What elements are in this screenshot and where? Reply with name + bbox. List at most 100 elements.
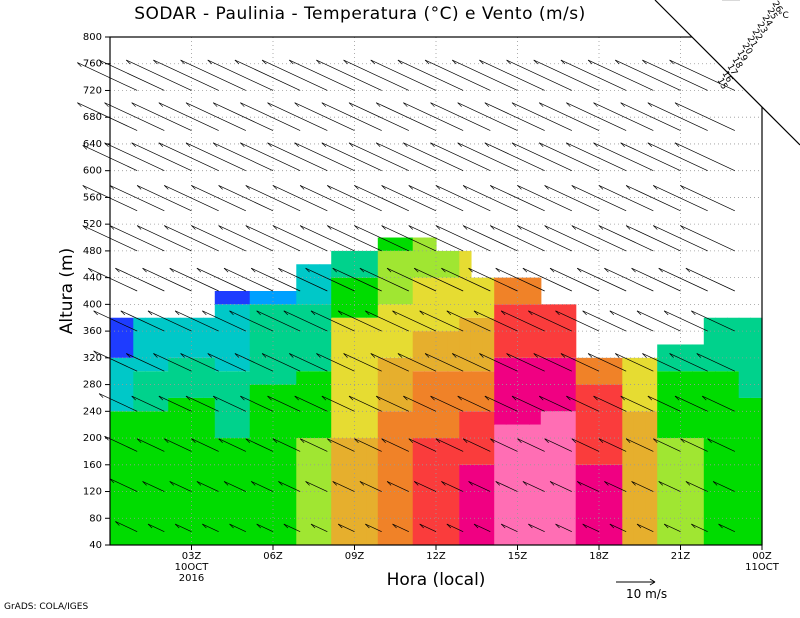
wind-vector	[408, 225, 464, 252]
wind-vector-head	[511, 102, 517, 107]
wind-vector	[267, 395, 301, 412]
wind-vector-shaft	[126, 59, 192, 91]
wind-vector	[685, 481, 708, 492]
wind-vector	[435, 438, 464, 452]
temperature-cell	[389, 357, 402, 412]
wind-vector-shaft	[419, 523, 437, 532]
wind-vector-head	[674, 142, 680, 148]
wind-vector-shaft	[310, 310, 355, 332]
wind-vector-shaft	[305, 481, 328, 492]
wind-vector	[158, 395, 192, 412]
wind-vector-shaft	[587, 353, 627, 372]
wind-vector-shaft	[251, 481, 274, 492]
wind-vector	[457, 102, 518, 131]
wind-vector-shaft	[191, 225, 246, 252]
wind-vector-head	[479, 59, 484, 65]
wind-vector-shaft	[647, 395, 681, 412]
wind-vector	[348, 102, 409, 131]
wind-vector-head	[544, 185, 549, 190]
wind-vector	[685, 267, 735, 292]
wind-vector-head	[500, 523, 506, 529]
wind-vector-head	[462, 438, 468, 443]
wind-vector-head	[680, 438, 685, 443]
wind-vector-head	[267, 395, 272, 401]
wind-vector	[446, 310, 491, 332]
colorbar-diagonal	[654, 0, 800, 146]
wind-vector-shaft	[517, 185, 572, 212]
wind-vector-head	[397, 59, 403, 65]
wind-vector-shaft	[392, 523, 409, 532]
wind-vector-head	[136, 225, 142, 230]
wind-vector	[370, 353, 409, 372]
wind-vector-head	[234, 353, 240, 358]
wind-vector	[451, 59, 518, 91]
wind-vector-head	[245, 225, 251, 230]
wind-vector-shaft	[354, 438, 382, 452]
wind-vector-shaft	[669, 353, 708, 372]
wind-vector	[267, 142, 328, 172]
wind-vector-head	[506, 353, 511, 358]
wind-vector-shaft	[555, 310, 600, 332]
wind-vector-head	[587, 353, 593, 358]
temperature-cell	[110, 317, 123, 358]
wind-vector	[191, 185, 246, 212]
wind-vector-head	[223, 481, 229, 486]
temperature-cell	[715, 438, 728, 545]
wind-vector	[343, 59, 409, 91]
wind-vector-shaft	[348, 102, 409, 131]
wind-vector	[468, 267, 518, 292]
wind-vector	[636, 523, 654, 532]
wind-vector	[365, 523, 382, 532]
wind-vector	[538, 102, 600, 131]
wind-vector-shaft	[658, 481, 681, 492]
wind-vector-shaft	[251, 267, 301, 292]
wind-vector-shaft	[435, 438, 464, 452]
wind-vector-head	[191, 225, 196, 230]
wind-vector-shaft	[522, 267, 572, 292]
wind-vector	[310, 310, 355, 332]
wind-vector	[490, 438, 518, 452]
wind-vector-head	[517, 225, 522, 230]
wind-vector-head	[446, 310, 452, 316]
wind-vector-head	[359, 267, 365, 273]
wind-vector-head	[327, 185, 332, 190]
wind-vector	[158, 142, 219, 172]
wind-vector-head	[343, 353, 348, 358]
wind-vector-shaft	[261, 353, 301, 372]
wind-vector	[153, 353, 192, 372]
wind-vector	[479, 353, 518, 372]
wind-vector-shaft	[294, 142, 355, 172]
wind-vector	[147, 523, 165, 532]
wind-vector-shaft	[142, 481, 165, 492]
wind-vector-shaft	[560, 353, 600, 372]
wind-vector-shaft	[446, 310, 491, 332]
wind-vector	[538, 142, 600, 172]
wind-vector-shaft	[104, 102, 165, 131]
temperature-cell	[389, 304, 402, 358]
wind-vector-head	[680, 225, 685, 230]
wind-vector	[164, 185, 219, 212]
wind-vector-shaft	[191, 438, 219, 452]
temperature-cell	[214, 438, 228, 545]
wind-vector-shaft	[528, 523, 545, 532]
wind-vector-head	[430, 395, 435, 401]
wind-vector-head	[98, 59, 104, 65]
wind-vector-head	[430, 142, 435, 148]
wind-vector	[202, 310, 246, 332]
wind-vector-shaft	[256, 310, 301, 332]
temperature-cell	[331, 317, 344, 439]
wind-vector-shaft	[620, 395, 654, 412]
wind-vector	[142, 267, 192, 292]
wind-vector-head	[615, 353, 620, 358]
temperature-cell	[564, 411, 577, 545]
wind-vector-head	[158, 102, 164, 107]
wind-vector	[457, 395, 491, 412]
temperature-cell	[319, 304, 332, 372]
wind-vector-shaft	[712, 481, 735, 492]
wind-vector-shaft	[691, 523, 708, 532]
y-tick-label: 640	[83, 139, 102, 150]
wind-vector-head	[278, 267, 283, 273]
temperature-cell	[703, 371, 717, 439]
temperature-cell	[366, 250, 379, 278]
